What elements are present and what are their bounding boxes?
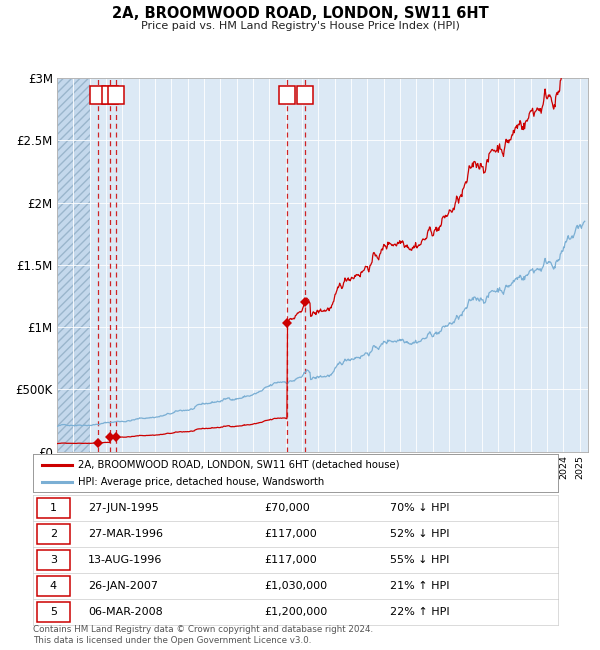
Text: £1,200,000: £1,200,000 [264,607,327,618]
FancyBboxPatch shape [37,525,70,544]
Text: 4: 4 [50,581,57,592]
Text: 06-MAR-2008: 06-MAR-2008 [88,607,163,618]
Text: HPI: Average price, detached house, Wandsworth: HPI: Average price, detached house, Wand… [77,477,324,488]
Text: 27-MAR-1996: 27-MAR-1996 [88,529,163,539]
FancyBboxPatch shape [279,86,295,104]
Text: 2: 2 [50,529,57,539]
Bar [57,78,89,452]
Text: 2A, BROOMWOOD ROAD, LONDON, SW11 6HT: 2A, BROOMWOOD ROAD, LONDON, SW11 6HT [112,6,488,21]
Text: £117,000: £117,000 [264,555,317,566]
Text: 22% ↑ HPI: 22% ↑ HPI [390,607,449,618]
Text: 3: 3 [50,555,57,566]
FancyBboxPatch shape [37,499,70,518]
Text: £1,030,000: £1,030,000 [264,581,327,592]
Text: 4: 4 [284,90,290,100]
Text: 2: 2 [107,90,113,100]
FancyBboxPatch shape [37,577,70,596]
Text: 27-JUN-1995: 27-JUN-1995 [88,503,159,514]
Text: Price paid vs. HM Land Registry's House Price Index (HPI): Price paid vs. HM Land Registry's House … [140,21,460,31]
Text: 26-JAN-2007: 26-JAN-2007 [88,581,158,592]
Text: £117,000: £117,000 [264,529,317,539]
Text: £70,000: £70,000 [264,503,310,514]
Text: 5: 5 [50,607,57,618]
FancyBboxPatch shape [108,86,124,104]
Text: 70% ↓ HPI: 70% ↓ HPI [390,503,449,514]
Text: 5: 5 [302,90,308,100]
FancyBboxPatch shape [37,603,70,622]
Text: 21% ↑ HPI: 21% ↑ HPI [390,581,449,592]
Text: 2A, BROOMWOOD ROAD, LONDON, SW11 6HT (detached house): 2A, BROOMWOOD ROAD, LONDON, SW11 6HT (de… [77,460,399,470]
Text: 13-AUG-1996: 13-AUG-1996 [88,555,163,566]
FancyBboxPatch shape [89,86,106,104]
Text: Contains HM Land Registry data © Crown copyright and database right 2024.
This d: Contains HM Land Registry data © Crown c… [33,625,373,645]
FancyBboxPatch shape [102,86,118,104]
FancyBboxPatch shape [37,551,70,570]
Text: 1: 1 [94,90,101,100]
Text: 52% ↓ HPI: 52% ↓ HPI [390,529,449,539]
Text: 1: 1 [50,503,57,514]
FancyBboxPatch shape [297,86,313,104]
Text: 55% ↓ HPI: 55% ↓ HPI [390,555,449,566]
Text: 3: 3 [113,90,119,100]
